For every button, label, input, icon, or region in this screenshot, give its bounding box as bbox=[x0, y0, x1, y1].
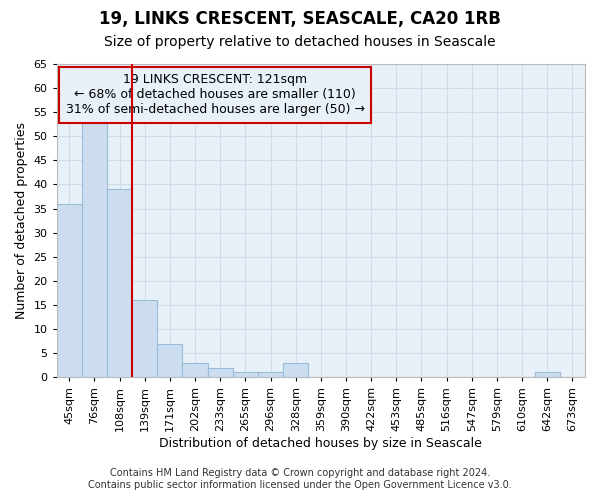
Bar bbox=[208, 368, 233, 378]
Bar bbox=[258, 372, 283, 378]
Bar bbox=[107, 190, 132, 378]
Bar bbox=[57, 204, 82, 378]
X-axis label: Distribution of detached houses by size in Seascale: Distribution of detached houses by size … bbox=[160, 437, 482, 450]
Bar bbox=[82, 122, 107, 378]
Bar bbox=[283, 363, 308, 378]
Text: Contains HM Land Registry data © Crown copyright and database right 2024.
Contai: Contains HM Land Registry data © Crown c… bbox=[88, 468, 512, 490]
Bar bbox=[182, 363, 208, 378]
Bar bbox=[157, 344, 182, 378]
Text: 19, LINKS CRESCENT, SEASCALE, CA20 1RB: 19, LINKS CRESCENT, SEASCALE, CA20 1RB bbox=[99, 10, 501, 28]
Y-axis label: Number of detached properties: Number of detached properties bbox=[15, 122, 28, 319]
Text: 19 LINKS CRESCENT: 121sqm
← 68% of detached houses are smaller (110)
31% of semi: 19 LINKS CRESCENT: 121sqm ← 68% of detac… bbox=[65, 74, 365, 116]
Bar bbox=[132, 300, 157, 378]
Bar bbox=[535, 372, 560, 378]
Text: Size of property relative to detached houses in Seascale: Size of property relative to detached ho… bbox=[104, 35, 496, 49]
Bar bbox=[233, 372, 258, 378]
